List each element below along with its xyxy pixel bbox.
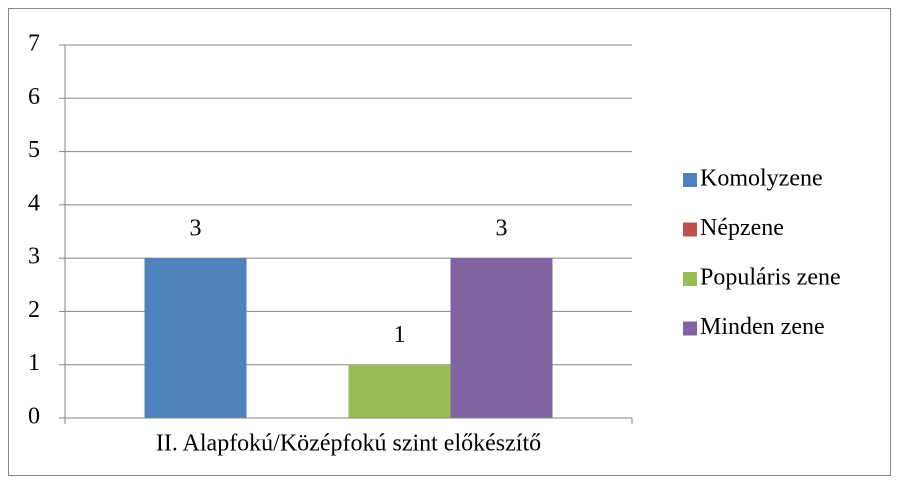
y-tick-label: 7 [28,31,40,57]
bar [450,258,553,418]
data-label: 1 [394,322,406,348]
data-label: 3 [496,216,508,242]
y-tick-label: 4 [28,190,40,216]
bar [348,364,451,418]
legend-swatch [683,222,697,237]
legend-swatch [683,321,697,336]
legend-label: Népzene [700,215,784,241]
legend-label: Komolyzene [700,166,823,192]
y-tick-label: 6 [28,84,40,110]
legend-swatch [683,173,697,187]
x-tick-label: II. Alapfokú/Középfokú szint előkészítő [156,431,541,457]
y-tick-label: 0 [28,404,40,430]
bar [144,258,247,418]
legend-label: Minden zene [700,314,825,340]
data-label: 3 [190,216,202,242]
y-tick-label: 1 [28,350,40,376]
legend-swatch [683,272,697,286]
legend-label: Populáris zene [700,265,841,291]
y-tick-label: 5 [28,137,40,163]
y-tick-label: 3 [28,244,40,270]
y-tick-label: 2 [28,297,40,323]
